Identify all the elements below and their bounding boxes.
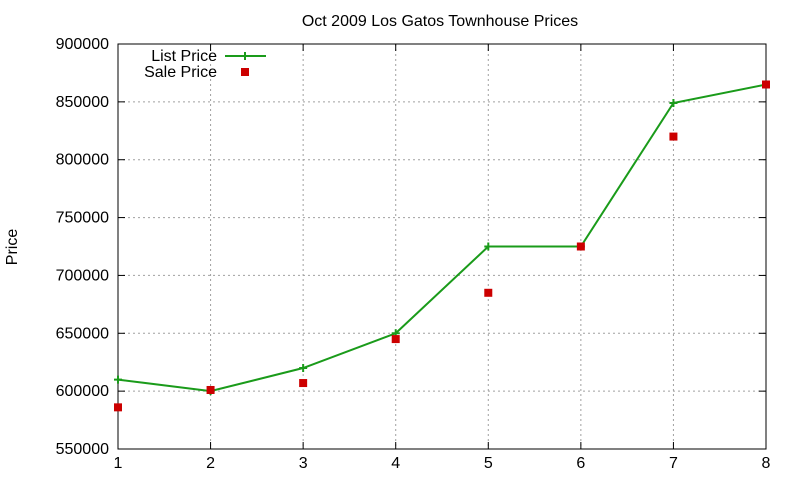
data-point-sale-price	[206, 385, 215, 394]
plot-frame	[117, 43, 767, 450]
data-point-list-price	[669, 99, 678, 108]
x-tick-label: 6	[576, 455, 585, 472]
data-point-sale-price	[484, 288, 493, 297]
data-point-sale-price	[576, 242, 585, 251]
legend-marker-sale-price	[241, 68, 249, 76]
data-point-sale-price	[114, 403, 122, 412]
axes: 1 2 3 4 5 6 7 8 550000 600000 650000 700000 750000 80…	[56, 36, 771, 472]
x-tick-label: 3	[299, 455, 308, 472]
y-tick-label: 550000	[56, 441, 109, 458]
data-point-sale-price	[299, 379, 308, 388]
data-point-list-price	[484, 242, 493, 251]
data-point-sale-price	[669, 132, 678, 141]
legend-label-list-price: List Price	[151, 48, 217, 65]
data-point-list-price	[114, 375, 122, 384]
x-tick-label: 4	[391, 455, 400, 472]
x-tick-label: 2	[206, 455, 215, 472]
x-tick-label: 8	[762, 455, 771, 472]
y-tick-label: 600000	[56, 383, 109, 400]
y-tick-label: 800000	[56, 152, 109, 169]
legend-marker-list-price	[241, 52, 249, 60]
data-point-sale-price	[762, 80, 770, 89]
y-tick-label: 900000	[56, 36, 109, 53]
y-tick-label: 850000	[56, 94, 109, 111]
series-line-list-price	[117, 83, 767, 393]
x-tick-label: 7	[669, 455, 678, 472]
grid	[118, 44, 766, 449]
data-point-list-price	[299, 364, 308, 372]
x-tick-label: 1	[114, 455, 123, 472]
data-point-sale-price	[391, 335, 400, 344]
legend-label-sale-price: Sale Price	[144, 64, 217, 81]
y-axis-label: Price	[4, 229, 21, 266]
y-tick-label: 700000	[56, 267, 109, 284]
x-tick-label: 5	[484, 455, 493, 472]
y-tick-label: 650000	[56, 325, 109, 342]
chart-title: Oct 2009 Los Gatos Townhouse Prices	[302, 13, 578, 30]
plot-area	[114, 80, 770, 412]
y-tick-label: 750000	[56, 210, 109, 227]
